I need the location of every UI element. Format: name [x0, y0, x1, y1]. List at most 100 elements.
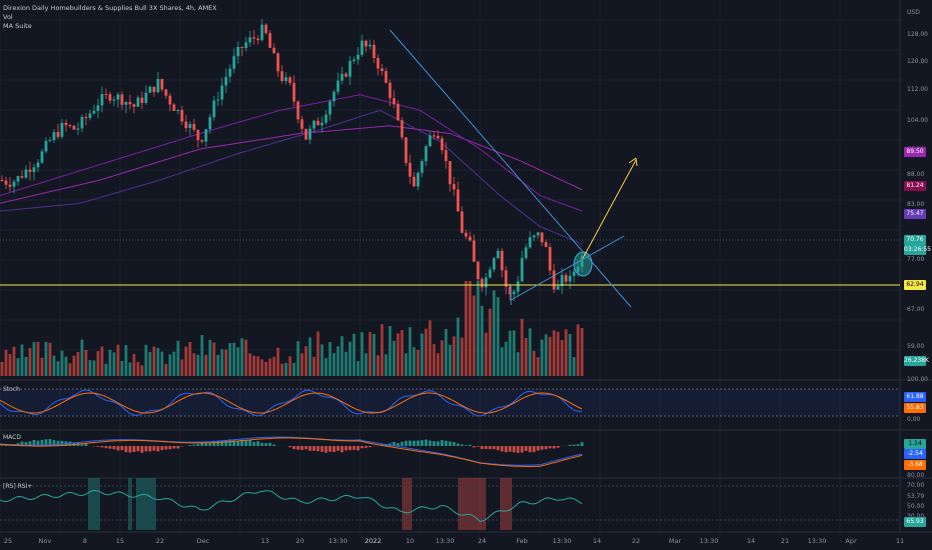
- price-badge: 70.76: [904, 235, 926, 245]
- volume-bar: [448, 344, 452, 376]
- price-axis-tick: 112.00: [907, 86, 928, 93]
- volume-bar: [216, 354, 220, 376]
- volume-bar: [240, 338, 244, 376]
- time-axis-tick: 22: [155, 537, 165, 545]
- macd-histogram-bar: [96, 446, 100, 447]
- macd-histogram-bar: [500, 446, 504, 452]
- macd-histogram-bar: [36, 440, 40, 446]
- macd-histogram-bar: [40, 439, 44, 446]
- candle-body: [168, 95, 172, 105]
- macd-histogram-bar: [168, 446, 172, 450]
- macd-histogram-bar: [580, 442, 584, 446]
- macd-histogram-bar: [556, 446, 560, 448]
- candle-body: [92, 110, 96, 114]
- price-axis-tick: 83.00: [907, 201, 925, 208]
- time-axis-tick: 11: [895, 537, 905, 545]
- macd-histogram-bar: [412, 440, 416, 446]
- macd-histogram-bar: [256, 441, 260, 446]
- macd-badge: -3.68: [904, 460, 926, 470]
- macd-histogram-bar: [132, 446, 136, 453]
- macd-histogram-bar: [404, 440, 408, 446]
- candle-body: [476, 261, 480, 280]
- macd-histogram-bar: [476, 446, 480, 447]
- volume-bar: [504, 341, 508, 376]
- macd-line: [0, 436, 583, 466]
- volume-bar: [444, 329, 448, 376]
- volume-bar: [148, 351, 152, 376]
- volume-bar: [156, 348, 160, 376]
- candle-body: [360, 40, 364, 55]
- candle-body: [548, 247, 552, 271]
- volume-bar: [296, 341, 300, 376]
- volume-bar: [176, 340, 180, 376]
- volume-bar: [196, 354, 200, 376]
- ma-line: [0, 110, 583, 245]
- volume-bar: [456, 317, 460, 376]
- candle-body: [36, 162, 40, 168]
- macd-histogram-bar: [436, 441, 440, 446]
- volume-bar: [568, 333, 572, 376]
- volume-bar: [540, 339, 544, 376]
- time-axis-tick: Dec: [196, 537, 210, 545]
- macd-histogram-bar: [536, 446, 540, 451]
- candle-body: [192, 124, 196, 130]
- candle-body: [420, 161, 424, 173]
- candle-body: [552, 270, 556, 290]
- candle-body: [40, 151, 44, 163]
- time-axis-tick: 13:30: [435, 537, 455, 545]
- candle-body: [88, 113, 92, 119]
- macd-histogram-bar: [464, 445, 468, 446]
- macd-histogram-bar: [128, 446, 132, 453]
- macd-histogram-bar: [44, 439, 48, 446]
- volume-bar: [496, 297, 500, 376]
- indicator-ma-suite-label: MA Suite: [3, 22, 32, 30]
- volume-bar: [536, 357, 540, 376]
- stoch-label: Stoch: [3, 386, 20, 393]
- candle-body: [16, 176, 20, 182]
- macd-histogram-bar: [224, 440, 228, 446]
- candle-body: [320, 122, 324, 126]
- candle-body: [208, 117, 212, 130]
- candle-body: [328, 101, 332, 115]
- macd-histogram-bar: [472, 446, 476, 448]
- volume-bar: [84, 349, 88, 376]
- volume-bar: [352, 333, 356, 376]
- macd-histogram-bar: [172, 446, 176, 449]
- macd-histogram-bar: [368, 446, 372, 448]
- macd-histogram-bar: [240, 439, 244, 446]
- volume-bar: [24, 356, 28, 376]
- macd-histogram-bar: [524, 446, 528, 452]
- macd-histogram-bar: [364, 446, 368, 448]
- candle-body: [336, 80, 340, 92]
- indicator-axis-tick: 80.00: [907, 472, 925, 479]
- volume-bar: [52, 355, 56, 376]
- rsi-zone: [402, 478, 412, 530]
- volume-bar: [68, 363, 72, 376]
- macd-histogram-bar: [200, 442, 204, 446]
- time-axis-tick: Apr: [845, 537, 857, 545]
- volume-bar: [336, 346, 340, 376]
- volume-bar: [252, 355, 256, 376]
- candle-body: [232, 56, 236, 69]
- volume-bar: [108, 349, 112, 376]
- volume-bar: [204, 354, 208, 376]
- candle-body: [556, 286, 560, 290]
- stoch-badge: 55.83: [904, 403, 926, 413]
- volume-bar: [356, 361, 360, 376]
- volume-bar: [440, 340, 444, 376]
- volume-bar: [88, 360, 92, 376]
- macd-histogram-bar: [352, 446, 356, 450]
- candle-body: [412, 176, 416, 187]
- volume-bar: [220, 349, 224, 376]
- volume-bar: [468, 281, 472, 376]
- candle-body: [0, 180, 4, 182]
- rsi-zone: [500, 478, 512, 530]
- volume-bar: [392, 340, 396, 376]
- candle-body: [532, 235, 536, 238]
- macd-histogram-bar: [492, 446, 496, 450]
- macd-histogram-bar: [176, 446, 180, 449]
- macd-histogram-bar: [504, 446, 508, 453]
- candle-body: [460, 211, 464, 233]
- candle-body: [528, 237, 532, 248]
